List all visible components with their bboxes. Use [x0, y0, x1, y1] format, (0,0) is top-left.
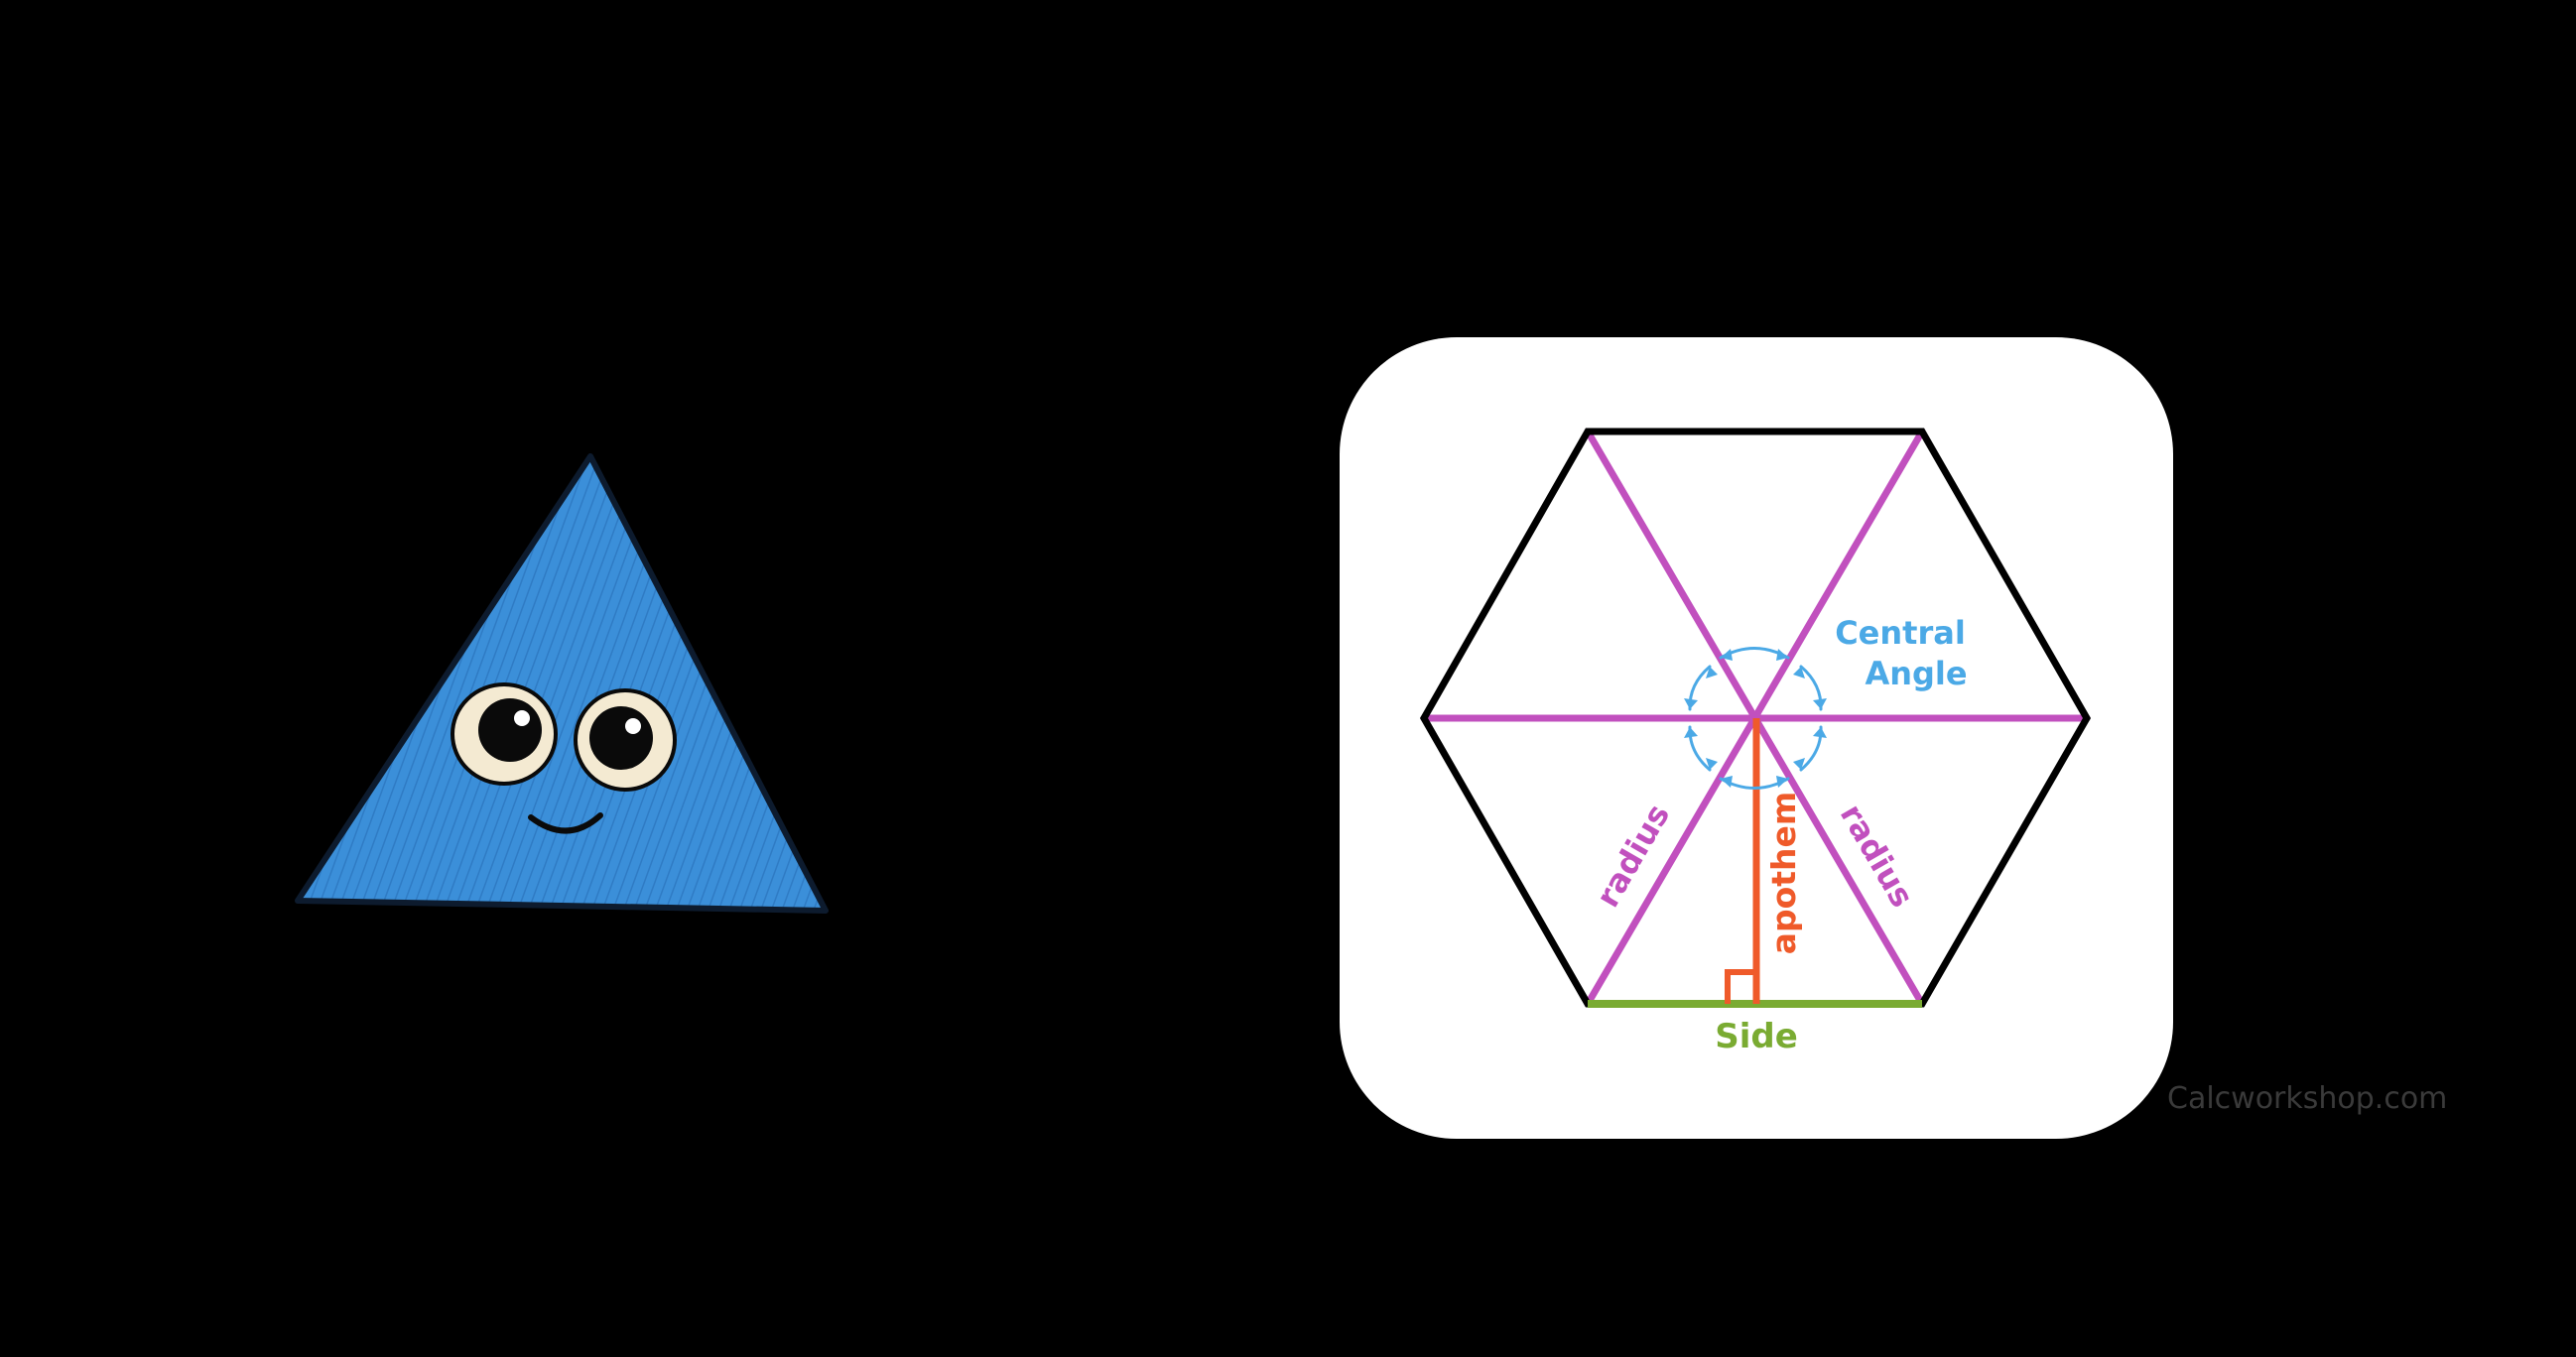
central-angle-label-line2: Angle	[1865, 655, 1967, 692]
side-label: Side	[1715, 1017, 1798, 1056]
triangle-mascot	[295, 453, 829, 914]
hexagon-diagram-card: Central Angle radius radius apothem Side	[1340, 337, 2173, 1139]
mascot-left-eye	[451, 682, 558, 786]
mascot-smile	[528, 812, 603, 834]
radius-label-left: radius	[1589, 798, 1677, 914]
radius-label-right: radius	[1833, 798, 1921, 914]
central-angle-label-line1: Central	[1835, 614, 1966, 652]
apothem-label: apothem	[1764, 792, 1803, 955]
central-angle-arrowheads	[1684, 649, 1827, 788]
hexagon-diagram: Central Angle radius radius apothem Side	[1419, 428, 2092, 1056]
mascot-body	[295, 453, 829, 914]
mascot-right-eye	[574, 688, 677, 792]
watermark: Calcworkshop.com	[2167, 1081, 2448, 1116]
right-angle-marker-icon	[1725, 969, 1756, 1004]
